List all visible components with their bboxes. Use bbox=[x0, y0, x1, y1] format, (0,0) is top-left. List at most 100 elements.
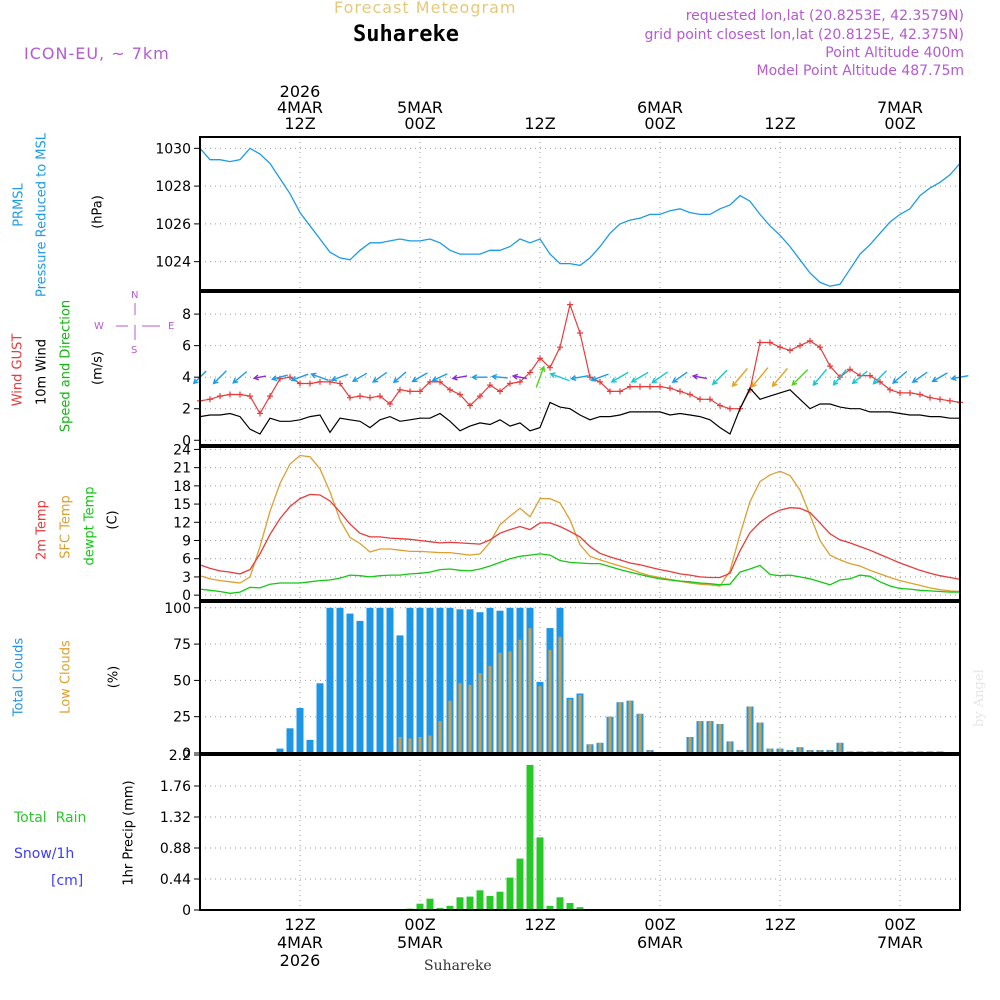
compass-rose-icon bbox=[116, 303, 160, 340]
wind-gust-marker bbox=[397, 386, 403, 393]
wind-gust-marker bbox=[347, 394, 353, 401]
low-cloud-bar bbox=[828, 750, 832, 753]
snow-unit-legend: [cm] bbox=[51, 873, 84, 889]
top-time-label: 5MAR bbox=[397, 98, 443, 117]
low-cloud-bar bbox=[648, 750, 652, 753]
wind-gust-marker bbox=[797, 342, 803, 349]
y-tick-label: 1.76 bbox=[160, 779, 191, 795]
low-cloud-bar bbox=[458, 683, 462, 753]
total-cloud-bar bbox=[426, 607, 434, 753]
total-cloud-bar bbox=[466, 609, 474, 753]
wind-gust-marker bbox=[287, 374, 293, 381]
wind-gust-marker bbox=[757, 339, 763, 346]
y-tick-label: 1028 bbox=[155, 179, 191, 195]
wind-direction-arrow bbox=[671, 371, 688, 384]
wind-direction-arrow bbox=[371, 371, 388, 383]
wind-gust-marker bbox=[337, 380, 343, 387]
rain-bar bbox=[516, 858, 524, 910]
wind-gust-marker bbox=[657, 383, 663, 390]
pressure-label-line2: Pressure Reduced to MSL bbox=[34, 132, 50, 298]
total-cloud-bar bbox=[436, 607, 444, 753]
bottom-time-label: 7MAR bbox=[877, 933, 923, 952]
wind-gust-marker bbox=[477, 393, 483, 400]
y-tick-label: 4 bbox=[182, 370, 191, 386]
y-tick-label: 6 bbox=[182, 339, 191, 355]
low-cloud-bar bbox=[528, 628, 532, 753]
wind-speed-label: 10m Wind bbox=[34, 338, 50, 406]
wind-direction-arrow bbox=[569, 375, 589, 381]
wind-direction-arrow bbox=[812, 368, 828, 387]
low-cloud-bar bbox=[748, 706, 752, 753]
y-tick-label: 100 bbox=[164, 601, 191, 617]
low-cloud-bar bbox=[768, 748, 772, 753]
panel-frame bbox=[199, 446, 961, 601]
top-time-label: 4MAR bbox=[277, 98, 323, 117]
wind-direction-arrow bbox=[731, 367, 748, 388]
wind-gust-marker bbox=[497, 388, 503, 395]
bottom-time-label: 00Z bbox=[884, 915, 915, 934]
wind-direction-arrow bbox=[832, 369, 847, 386]
low-cloud-bar bbox=[438, 721, 442, 753]
low-cloud-bar bbox=[568, 699, 572, 753]
low-cloud-bar bbox=[838, 742, 842, 753]
y-tick-label: 8 bbox=[182, 307, 191, 323]
rain-bar bbox=[566, 903, 574, 910]
requested-coordinates: requested lon,lat (20.8253E, 42.3579N) bbox=[685, 8, 964, 24]
wind-direction-arrow bbox=[310, 372, 329, 381]
panel-frame bbox=[199, 136, 961, 291]
wind-gust-marker bbox=[787, 347, 793, 354]
y-tick-label: 1026 bbox=[155, 217, 191, 233]
sfc-temp-line bbox=[199, 454, 961, 593]
wind-gust-marker bbox=[217, 393, 223, 400]
wind-speed-line bbox=[199, 387, 960, 435]
low-cloud-bar bbox=[708, 721, 712, 753]
wind-direction-arrow bbox=[931, 372, 948, 383]
wind-direction-arrow bbox=[549, 372, 570, 382]
bottom-time-label: 12Z bbox=[524, 915, 555, 934]
low-cloud-bar bbox=[758, 722, 762, 753]
wind-gust-marker bbox=[627, 383, 633, 390]
wind-gust-marker bbox=[807, 337, 813, 344]
temp-dewpt-label: dewpt Temp bbox=[82, 486, 98, 566]
wind-gust-marker bbox=[467, 402, 473, 409]
low-cloud-bar bbox=[558, 636, 562, 753]
wind-gust-marker bbox=[697, 396, 703, 403]
total-cloud-bar bbox=[276, 748, 284, 753]
temp-2m-line bbox=[199, 493, 961, 581]
wind-gust-marker bbox=[327, 378, 333, 385]
bottom-time-label: 4MAR bbox=[277, 933, 323, 952]
wind-gust-marker bbox=[257, 410, 263, 417]
top-time-label: 2026 bbox=[280, 82, 321, 101]
model-point-altitude: Model Point Altitude 487.75m bbox=[756, 63, 964, 79]
top-time-label: 12Z bbox=[764, 114, 795, 133]
wind-direction-arrow bbox=[851, 370, 868, 385]
total-cloud-bar bbox=[376, 607, 384, 753]
point-altitude: Point Altitude 400m bbox=[825, 45, 964, 61]
wind-direction-arrow bbox=[891, 370, 908, 384]
wind-gust-marker bbox=[767, 339, 773, 346]
temp-unit: (C) bbox=[105, 510, 121, 530]
rain-bar bbox=[426, 898, 434, 910]
wind-direction-arrow bbox=[252, 374, 267, 381]
low-cloud-bar bbox=[448, 700, 452, 753]
wind-gust-label: Wind GUST bbox=[10, 333, 26, 407]
bottom-time-label: 00Z bbox=[644, 915, 675, 934]
low-cloud-bar bbox=[798, 747, 802, 753]
y-tick-label: 3 bbox=[182, 570, 191, 586]
y-tick-label: 1030 bbox=[155, 141, 191, 157]
y-tick-label: 0 bbox=[182, 588, 191, 604]
grid-point-coordinates: grid point closest lon,lat (20.8125E, 42… bbox=[644, 27, 964, 43]
rain-bar bbox=[496, 891, 504, 910]
wind-direction-arrow bbox=[630, 371, 649, 383]
y-tick-label: 18 bbox=[173, 479, 191, 495]
wind-gust-marker bbox=[577, 330, 583, 337]
wind-direction-arrow bbox=[330, 373, 349, 382]
bottom-time-label: 5MAR bbox=[397, 933, 443, 952]
low-cloud-bar bbox=[618, 702, 622, 753]
low-cloud-bar bbox=[728, 741, 732, 753]
wind-gust-marker bbox=[617, 388, 623, 395]
wind-direction-arrow bbox=[791, 369, 809, 386]
low-cloud-bar bbox=[488, 665, 492, 753]
y-tick-label: 0.88 bbox=[160, 841, 191, 857]
